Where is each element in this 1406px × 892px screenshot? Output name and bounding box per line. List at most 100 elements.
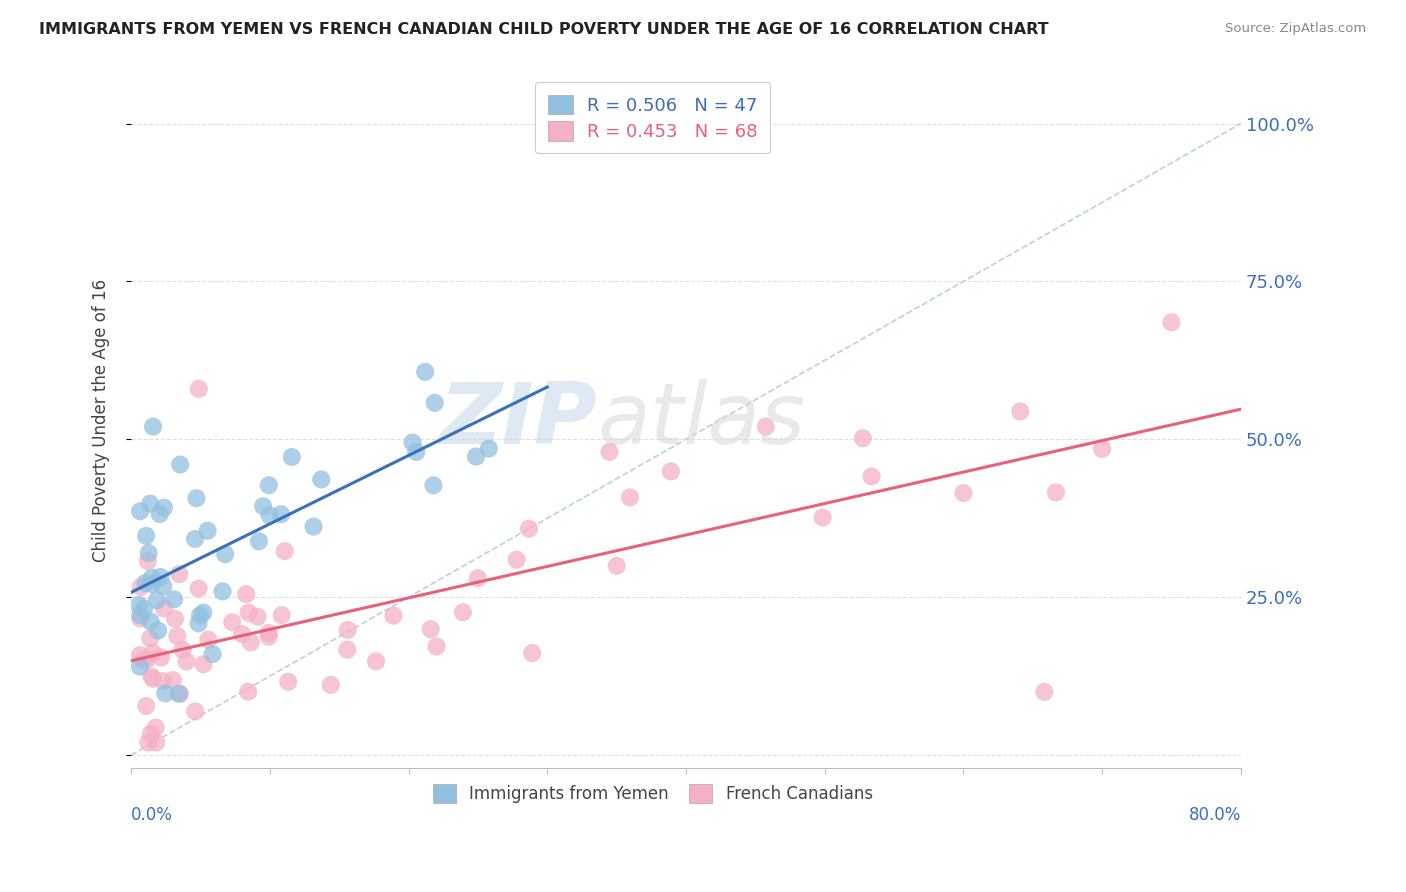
Point (522, 646, 544, 660)
Point (619, 491, 641, 505)
Point (246, 609, 269, 624)
Point (235, 587, 257, 601)
Point (413, 365, 436, 379)
Point (184, 705, 207, 719)
Point (166, 629, 188, 643)
Text: 80.0%: 80.0% (1188, 805, 1241, 824)
Point (129, 659, 152, 673)
Point (238, 685, 260, 699)
Point (423, 396, 446, 410)
Point (145, 721, 167, 735)
Point (364, 654, 387, 668)
Point (1091, 442, 1114, 456)
Point (252, 500, 274, 514)
Point (239, 635, 262, 649)
Point (755, 419, 778, 434)
Point (139, 615, 162, 629)
Point (1010, 404, 1032, 418)
Point (128, 598, 150, 612)
Point (152, 674, 174, 689)
Point (136, 735, 159, 749)
Point (162, 673, 184, 688)
Point (336, 642, 359, 657)
Point (281, 450, 304, 464)
Point (153, 601, 176, 615)
Point (599, 445, 621, 459)
Point (129, 648, 152, 663)
Point (139, 727, 162, 741)
Point (659, 464, 682, 478)
Point (419, 622, 441, 636)
Y-axis label: Child Poverty Under the Age of 16: Child Poverty Under the Age of 16 (93, 279, 110, 562)
Point (405, 445, 427, 459)
Point (141, 577, 163, 591)
Point (187, 582, 209, 596)
Point (132, 601, 155, 615)
Point (214, 547, 236, 561)
Point (852, 431, 875, 445)
Point (247, 534, 270, 549)
Point (142, 672, 165, 686)
Point (860, 469, 883, 483)
Point (167, 687, 190, 701)
Text: ZIP: ZIP (440, 379, 598, 462)
Point (129, 504, 152, 518)
Point (1033, 685, 1056, 699)
Point (257, 630, 280, 644)
Point (142, 419, 165, 434)
Point (478, 442, 501, 456)
Point (606, 558, 628, 573)
Point (188, 608, 211, 623)
Point (1045, 485, 1067, 500)
Point (149, 570, 172, 584)
Point (187, 382, 209, 396)
Text: 0.0%: 0.0% (131, 805, 173, 824)
Point (129, 580, 152, 594)
Point (257, 626, 280, 640)
Point (211, 584, 233, 599)
Point (139, 497, 162, 511)
Point (169, 687, 191, 701)
Point (302, 519, 325, 533)
Point (426, 640, 449, 654)
Point (221, 615, 243, 630)
Point (184, 532, 207, 546)
Point (257, 478, 280, 492)
Point (163, 612, 186, 626)
Point (149, 507, 172, 521)
Point (135, 652, 157, 666)
Text: IMMIGRANTS FROM YEMEN VS FRENCH CANADIAN CHILD POVERTY UNDER THE AGE OF 16 CORRE: IMMIGRANTS FROM YEMEN VS FRENCH CANADIAN… (39, 22, 1049, 37)
Point (505, 552, 527, 566)
Point (172, 642, 194, 657)
Point (141, 670, 163, 684)
Point (201, 647, 224, 661)
Point (193, 606, 215, 620)
Point (152, 579, 174, 593)
Point (139, 632, 162, 646)
Point (169, 567, 191, 582)
Point (309, 473, 332, 487)
Point (145, 735, 167, 749)
Point (187, 616, 209, 631)
Point (129, 611, 152, 625)
Point (451, 605, 474, 619)
Text: Source: ZipAtlas.com: Source: ZipAtlas.com (1226, 22, 1367, 36)
Point (150, 650, 173, 665)
Point (270, 507, 292, 521)
Point (517, 522, 540, 536)
Point (169, 458, 191, 472)
Point (135, 698, 157, 713)
Point (273, 544, 295, 558)
Point (193, 657, 215, 672)
Point (135, 576, 157, 591)
Point (155, 686, 177, 700)
Point (319, 678, 342, 692)
Point (259, 508, 281, 523)
Point (1160, 315, 1182, 329)
Point (465, 450, 488, 464)
Point (467, 571, 489, 585)
Point (186, 491, 208, 506)
Point (176, 655, 198, 669)
Point (132, 653, 155, 667)
Point (952, 486, 974, 500)
